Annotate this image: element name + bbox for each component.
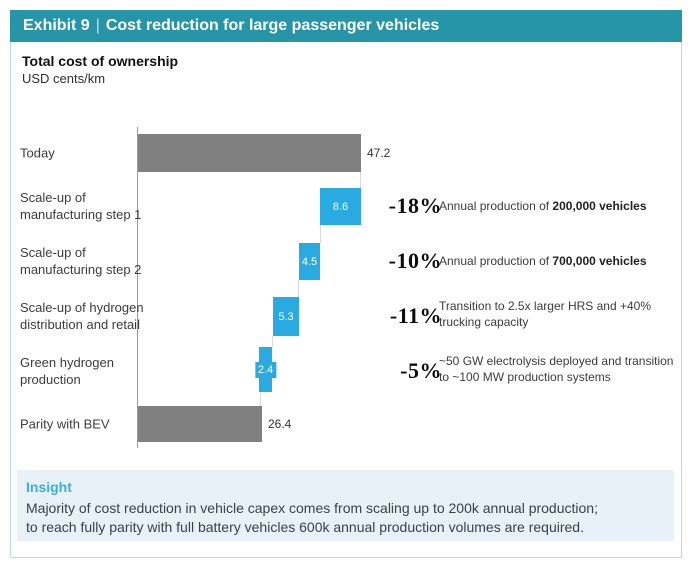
bar-delta-hydrogen-distribution: 5.3 xyxy=(273,297,299,336)
chart-heading: Total cost of ownership USD cents/km xyxy=(22,52,178,88)
category-label-manufacturing-step-2: Scale-up of manufacturing step 2 xyxy=(20,244,142,277)
bar-label-step-2: 4.5 xyxy=(301,255,318,268)
bar-label-hydrogen-distribution: 5.3 xyxy=(278,310,294,323)
annotation-green-hydrogen: ~50 GW electrolysis deployed and transit… xyxy=(439,353,689,385)
exhibit-header: Exhibit 9 | Cost reduction for large passe… xyxy=(10,10,682,42)
waterfall-connector xyxy=(360,172,361,188)
bar-label-step-1: 8.6 xyxy=(332,200,349,213)
bar-value-today: 47.2 xyxy=(367,146,391,160)
exhibit-tag: Exhibit 9 xyxy=(23,17,90,34)
category-label-manufacturing-step-1: Scale-up of manufacturing step 1 xyxy=(20,189,142,222)
annotation-text: ~50 GW electrolysis deployed and transit… xyxy=(439,353,674,384)
annotation-bold-text: 200,000 vehicles xyxy=(552,198,647,213)
insight-box: Insight Majority of cost reduction in ve… xyxy=(17,470,674,541)
annotation-hydrogen-distribution: Transition to 2.5x larger HRS and +40% t… xyxy=(439,298,689,330)
annotation-text: Transition to 2.5x larger HRS and +40% t… xyxy=(439,298,651,329)
annotation-text: Annual production of xyxy=(439,198,553,213)
chart-unit-label: USD cents/km xyxy=(22,71,106,86)
category-label-parity-bev: Parity with BEV xyxy=(20,416,110,432)
annotation-bold-text: 700,000 vehicles xyxy=(552,253,647,268)
annotation-step-2: Annual production of 700,000 vehicles xyxy=(439,253,689,269)
bar-delta-green-hydrogen: 2.4 xyxy=(254,347,277,392)
percent-change-step-2: -10% xyxy=(388,248,442,273)
exhibit-frame xyxy=(10,10,682,558)
waterfall-connector xyxy=(320,225,321,243)
percent-change-green-hydrogen: -5% xyxy=(400,358,442,383)
bar-parity-bev-total xyxy=(138,406,262,442)
category-label-green-hydrogen: Green hydrogen production xyxy=(20,354,114,387)
waterfall-connector xyxy=(272,336,273,347)
percent-change-hydrogen-distribution: -11% xyxy=(389,303,442,328)
insight-title: Insight xyxy=(26,479,72,495)
category-label-today: Today xyxy=(20,145,55,161)
waterfall-connector xyxy=(298,280,299,297)
category-label-hydrogen-distribution: Scale-up of hydrogen distribution and re… xyxy=(20,299,144,332)
bar-today-total xyxy=(138,134,361,172)
bar-label-green-hydrogen: 2.4 xyxy=(254,361,277,378)
bar-value-parity-bev: 26.4 xyxy=(268,417,292,431)
y-axis-line xyxy=(137,127,138,448)
bar-delta-manufacturing-step-1: 8.6 xyxy=(320,188,361,225)
annotation-step-1: Annual production of 200,000 vehicles xyxy=(439,198,689,214)
bar-delta-manufacturing-step-2: 4.5 xyxy=(299,243,320,280)
chart-title: Total cost of ownership xyxy=(22,53,179,69)
percent-change-step-1: -18% xyxy=(388,193,442,218)
header-divider: | xyxy=(95,17,100,34)
exhibit-title: Cost reduction for large passenger vehic… xyxy=(105,17,440,34)
annotation-text: Annual production of xyxy=(439,253,553,268)
waterfall-connector xyxy=(260,392,261,406)
insight-body: Majority of cost reduction in vehicle ca… xyxy=(26,500,598,535)
